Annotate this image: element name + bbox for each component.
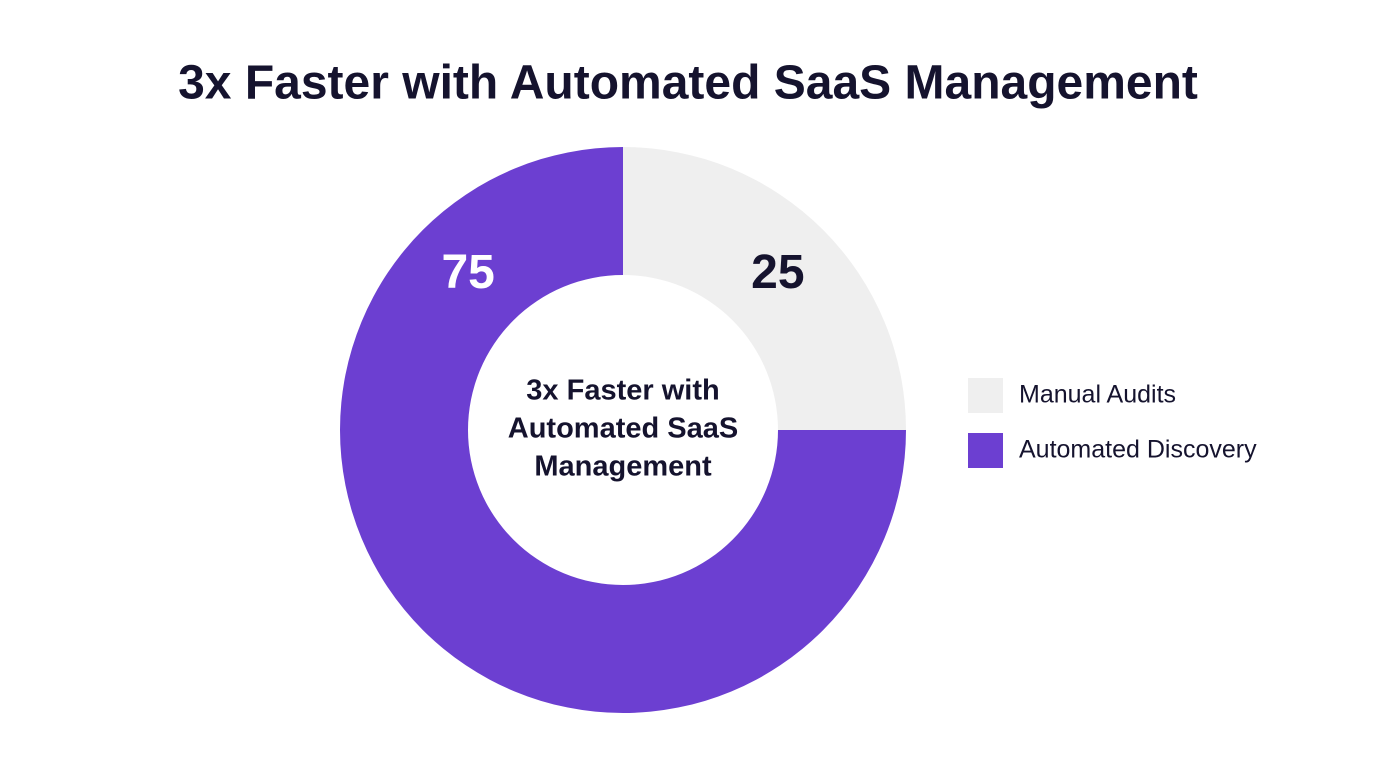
center-text: Management — [534, 451, 712, 483]
center-text: Automated SaaS — [508, 413, 738, 445]
center-text: 3x Faster with — [526, 375, 719, 407]
data-label: 25 — [751, 246, 804, 299]
legend-label: Automated Discovery — [1019, 436, 1257, 464]
legend-swatch — [968, 378, 1003, 413]
chart-title: 3x Faster with Automated SaaS Management — [178, 57, 1198, 110]
donut-slice — [623, 147, 906, 430]
donut-slice — [340, 147, 906, 713]
data-label: 75 — [441, 246, 494, 299]
legend-swatch — [968, 433, 1003, 468]
legend-label: Manual Audits — [1019, 381, 1176, 409]
